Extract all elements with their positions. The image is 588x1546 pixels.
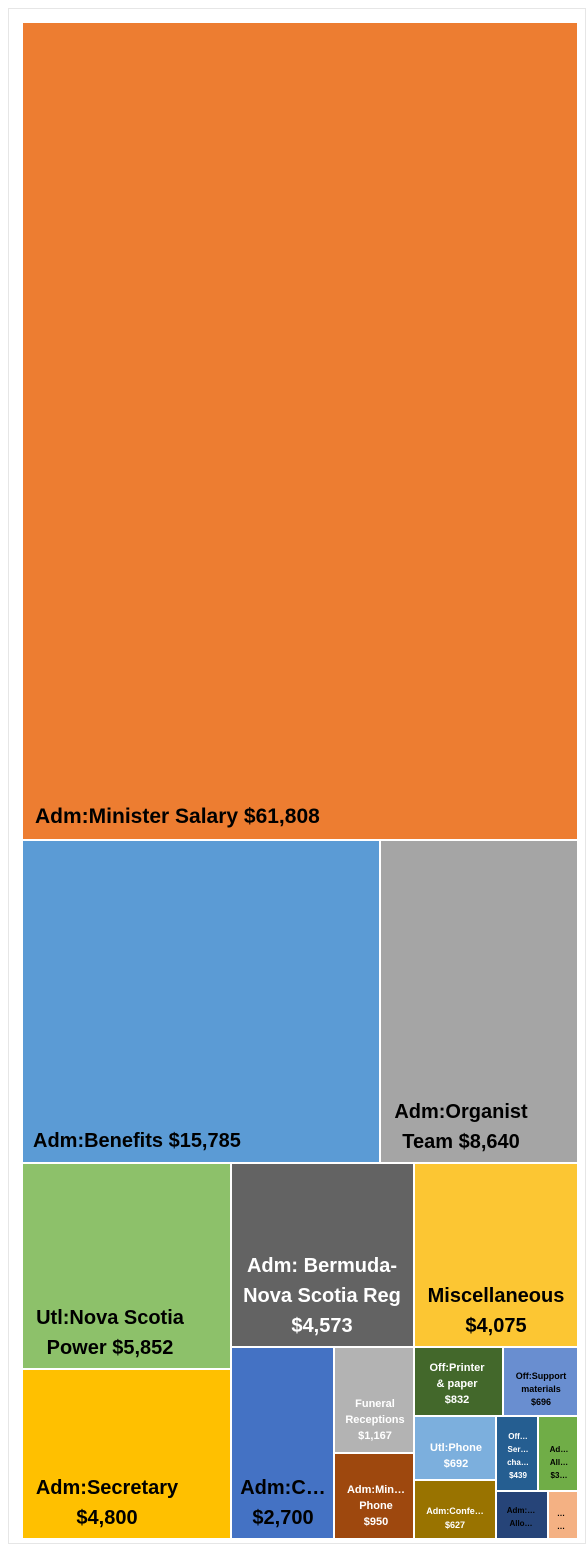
tile-ad-all-label-line: Ad… [550,1445,569,1454]
tile-adm-secretary-label-line: $4,800 [76,1507,137,1529]
tile-adm-secretary: Adm:Secretary $4,800 [21,1368,232,1540]
tile-adm-confe: Adm:Confe… $627 [413,1479,497,1540]
tile-off-printer-paper: Off:Printer & paper $832 [413,1346,504,1417]
tile-utl-nova-scotia-power-label-line: Utl:Nova Scotia [36,1307,185,1329]
tile-adm-secretary-label-line: Adm:Secretary [36,1477,179,1499]
tile-off-printer-paper-label-line: Off:Printer [430,1362,486,1374]
tile-adm-min-phone: Adm:Min… Phone $950 [333,1452,416,1540]
tile-adm-bermuda-nova-scotia-reg-label-line: Nova Scotia Reg [243,1285,401,1307]
tile-miscellaneous-label-line: Miscellaneous [428,1285,565,1307]
tile-off-support-materials-label-line: Off:Support [516,1371,566,1381]
tile-adm-allo: Adm:… Allo… [495,1490,549,1540]
tile-adm-minister-salary: Adm:Minister Salary $61,808 [21,21,579,841]
tile-adm-c: Adm:C… $2,700 [230,1346,335,1540]
tile-adm-allo-label-line: Allo… [509,1519,532,1528]
tile-adm-c-label-line: $2,700 [252,1507,313,1529]
tile-miscellaneous: Miscellaneous $4,075 [413,1162,579,1348]
tile-miscellaneous-label: Miscellaneous $4,075 [428,1285,565,1337]
tile-tile-label-line: … [557,1522,565,1531]
tile-adm-allo-rect [495,1490,549,1540]
tile-adm-organist-team-label: Adm:Organist Team $8,640 [394,1101,528,1153]
tile-funeral-receptions: Funeral Receptions $1,167 [333,1346,416,1454]
tile-adm-organist-team-label-line: Team $8,640 [402,1131,520,1153]
tile-adm-secretary-rect [21,1368,232,1540]
tile-adm-allo-label: Adm:… Allo… [507,1506,535,1528]
tile-ad-all-label: Ad… All… $3… [550,1445,569,1480]
tile-adm-min-phone-label: Adm:Min… Phone $950 [347,1484,405,1528]
tile-adm-organist-team-rect [379,839,579,1164]
tile-ad-all-label-line: $3… [551,1471,568,1480]
tile-funeral-receptions-label-line: $1,167 [358,1430,392,1442]
tile-ad-all-rect [537,1415,579,1492]
tile-adm-min-phone-label-line: $950 [364,1516,388,1528]
tile-adm-bermuda-nova-scotia-reg-label: Adm: Bermuda- Nova Scotia Reg $4,573 [243,1255,401,1337]
tile-adm-benefits-label-line: Adm:Benefits $15,785 [33,1130,241,1152]
tile-adm-bermuda-nova-scotia-reg-label-line: $4,573 [291,1315,352,1337]
tile-utl-phone: Utl:Phone $692 [413,1415,497,1481]
tile-utl-phone-label-line: $692 [444,1458,468,1470]
tile-off-ser-cha: Off… Ser… cha… $439 [495,1415,539,1492]
tile-off-support-materials-label: Off:Support materials $696 [516,1371,566,1407]
tile-off-support-materials-label-line: materials [521,1384,561,1394]
tile-off-ser-cha-label-line: Off… [508,1432,528,1441]
tile-adm-allo-label-line: Adm:… [507,1506,535,1515]
tile-off-printer-paper-rect [413,1346,504,1417]
tile-off-printer-paper-label: Off:Printer & paper $832 [430,1362,486,1406]
tile-adm-organist-team: Adm:Organist Team $8,640 [379,839,579,1164]
tile-tile: …… [547,1490,579,1540]
tile-adm-c-label-line: Adm:C… [240,1477,326,1499]
tile-miscellaneous-label-line: $4,075 [465,1315,526,1337]
tile-off-ser-cha-label-line: cha… [507,1458,529,1467]
tile-utl-nova-scotia-power: Utl:Nova Scotia Power $5,852 [21,1162,232,1370]
tile-adm-bermuda-nova-scotia-reg-label-line: Adm: Bermuda- [247,1255,397,1277]
tile-off-printer-paper-label-line: & paper [437,1378,479,1390]
tile-off-ser-cha-label-line: $439 [509,1471,527,1480]
tile-funeral-receptions-label-line: Funeral [355,1398,395,1410]
tile-adm-bermuda-nova-scotia-reg: Adm: Bermuda- Nova Scotia Reg $4,573 [230,1162,415,1348]
tile-adm-benefits-rect [21,839,381,1164]
tile-adm-secretary-label: Adm:Secretary $4,800 [36,1477,179,1529]
tile-adm-min-phone-label-line: Phone [359,1500,393,1512]
tile-adm-benefits-label: Adm:Benefits $15,785 [33,1130,241,1152]
tile-utl-phone-label-line: Utl:Phone [430,1442,482,1454]
tile-off-ser-cha-label-line: Ser… [508,1445,529,1454]
tile-adm-confe-label-line: $627 [445,1520,465,1530]
tile-ad-all-label-line: All… [550,1458,568,1467]
tile-tile-rect [547,1490,579,1540]
tile-tile-label-line: … [557,1509,565,1518]
tile-adm-minister-salary-rect [21,21,579,841]
tile-adm-minister-salary-label: Adm:Minister Salary $61,808 [35,805,320,828]
tile-adm-confe-label: Adm:Confe… $627 [426,1506,484,1530]
tile-adm-c-label: Adm:C… $2,700 [240,1477,326,1529]
tile-ad-all: Ad… All… $3… [537,1415,579,1492]
tile-utl-nova-scotia-power-label: Utl:Nova Scotia Power $5,852 [36,1307,185,1359]
tile-off-support-materials: Off:Support materials $696 [502,1346,579,1417]
tile-adm-c-rect [230,1346,335,1540]
tile-utl-nova-scotia-power-label-line: Power $5,852 [47,1337,174,1359]
tile-funeral-receptions-label: Funeral Receptions $1,167 [345,1398,404,1442]
tile-funeral-receptions-label-line: Receptions [345,1414,404,1426]
tile-utl-phone-label: Utl:Phone $692 [430,1442,482,1470]
tile-off-ser-cha-label: Off… Ser… cha… $439 [507,1432,529,1480]
tile-utl-nova-scotia-power-rect [21,1162,232,1370]
tile-adm-confe-label-line: Adm:Confe… [426,1506,484,1516]
tile-adm-min-phone-label-line: Adm:Min… [347,1484,405,1496]
tile-adm-organist-team-label-line: Adm:Organist [394,1101,528,1123]
tile-adm-minister-salary-label-line: Adm:Minister Salary $61,808 [35,805,320,828]
tile-tile-label: …… [557,1509,565,1531]
tile-adm-confe-rect [413,1479,497,1540]
tile-adm-bermuda-nova-scotia-reg-rect [230,1162,415,1348]
tile-off-printer-paper-label-line: $832 [445,1394,469,1406]
tile-adm-benefits: Adm:Benefits $15,785 [21,839,381,1164]
tile-off-support-materials-label-line: $696 [531,1397,551,1407]
